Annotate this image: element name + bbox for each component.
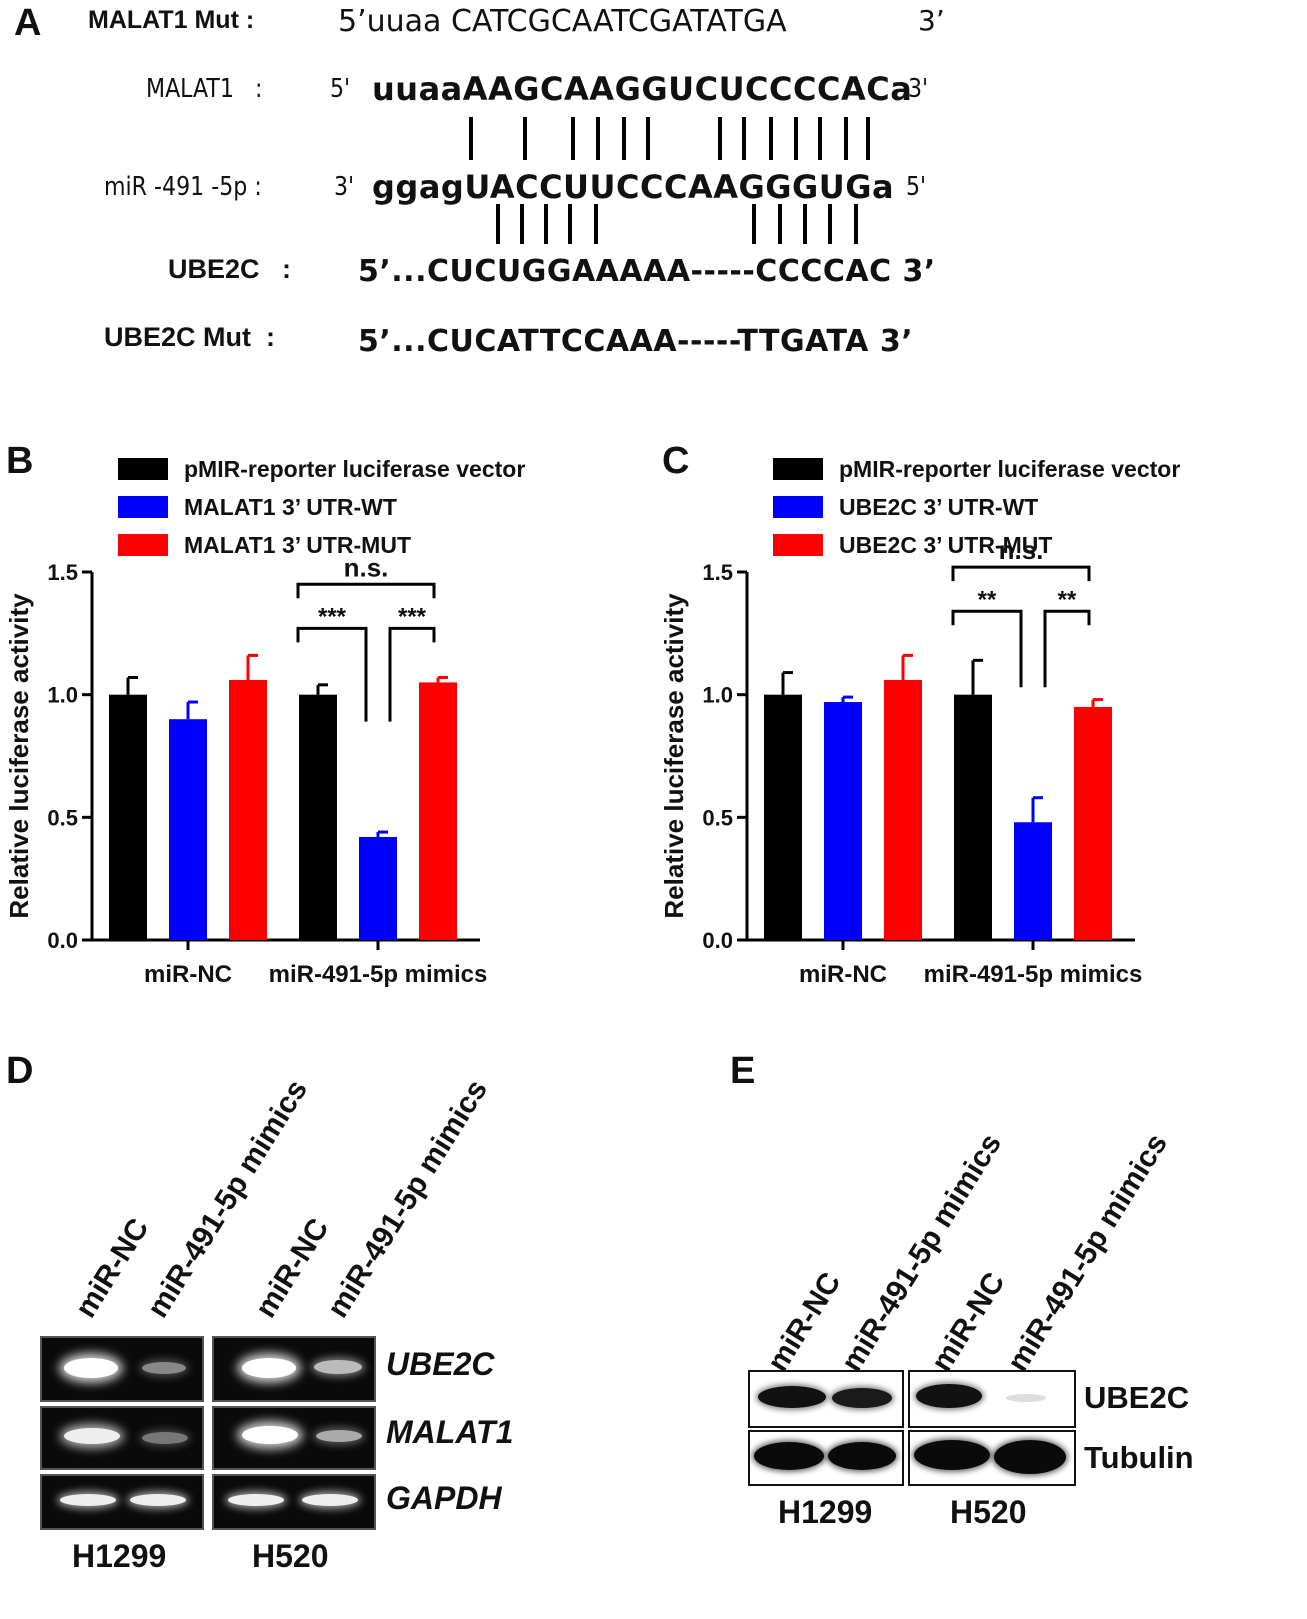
y-tick-label-1: 0.5 bbox=[47, 805, 78, 830]
x-tick-label-1: miR-491-5p mimics bbox=[269, 961, 488, 988]
chart-b: pMIR-reporter luciferase vector MALAT1 3’… bbox=[4, 456, 525, 988]
legend-swatch-0 bbox=[773, 458, 823, 480]
legend-label-2: MALAT1 3’ UTR-MUT bbox=[184, 532, 411, 558]
legend-swatch-2 bbox=[118, 534, 168, 556]
legend-label-0: pMIR-reporter luciferase vector bbox=[839, 456, 1180, 482]
mir491-label: miR -491 -5p : bbox=[104, 172, 262, 202]
malat1-mut-label: MALAT1 Mut : bbox=[88, 6, 255, 34]
legend-swatch-1 bbox=[773, 496, 823, 518]
blot-tubulin-h520 bbox=[908, 1430, 1076, 1486]
gel-malat1-h1299 bbox=[40, 1406, 204, 1470]
bar-2-1 bbox=[1074, 706, 1112, 940]
y-tick-label-2: 1.0 bbox=[47, 683, 78, 708]
cell-label-h1299-d: H1299 bbox=[72, 1538, 167, 1574]
bar-2-0 bbox=[229, 679, 267, 940]
bar-0-0 bbox=[109, 694, 147, 940]
y-tick-label-1: 0.5 bbox=[702, 805, 733, 830]
cell-label-h520-e: H520 bbox=[950, 1494, 1027, 1530]
malat1-label: MALAT1 : bbox=[146, 74, 263, 104]
malat1-mut-sequence: 5’uuaa CATCGCAATCGATATGA bbox=[338, 4, 787, 39]
annotation-1: ** bbox=[978, 586, 997, 613]
bracket-2 bbox=[388, 626, 436, 722]
lane-label-e2: miR-491-5p mimics bbox=[835, 1128, 1009, 1378]
y-tick-label-3: 1.5 bbox=[47, 560, 78, 585]
ube2c-mut-sequence: 5’...CUCATTCCAAA-----TTGATA 3’ bbox=[358, 324, 914, 359]
y-tick-label-0: 0.0 bbox=[702, 928, 733, 953]
panel-letter-d: D bbox=[6, 1050, 34, 1092]
y-tick-label-3: 1.5 bbox=[702, 560, 733, 585]
malat1-3prime: 3' bbox=[908, 74, 929, 104]
bar-1-1 bbox=[1014, 822, 1052, 940]
malat1-sequence: uuaaAAGCAAGGUCUCCCCACa bbox=[372, 70, 913, 108]
malat1-mut-end: 3’ bbox=[918, 4, 945, 37]
legend-label-0: pMIR-reporter luciferase vector bbox=[184, 456, 525, 482]
bar-1-1 bbox=[359, 836, 397, 940]
bar-0-1 bbox=[299, 694, 337, 940]
blot-ube2c-h520 bbox=[908, 1370, 1076, 1428]
pairing-lines-top bbox=[469, 117, 870, 244]
annotation-1: *** bbox=[318, 603, 347, 630]
malat1-5prime: 5' bbox=[330, 74, 351, 104]
bar-2-0 bbox=[884, 679, 922, 940]
gene-label-gapdh: GAPDH bbox=[386, 1480, 502, 1516]
mir491-sequence: ggagUACCUUCCCAAGGGUGa bbox=[372, 168, 895, 206]
chart-c: pMIR-reporter luciferase vector UBE2C 3’ … bbox=[659, 456, 1180, 988]
y-tick-label-2: 1.0 bbox=[702, 683, 733, 708]
gel-malat1-h520 bbox=[212, 1406, 376, 1470]
bracket-ns bbox=[296, 582, 436, 599]
gel-ube2c-h1299 bbox=[40, 1336, 204, 1402]
gel-gapdh-h1299 bbox=[40, 1474, 204, 1530]
gel-ube2c-h520 bbox=[212, 1336, 376, 1402]
lane-label-e4: miR-491-5p mimics bbox=[1001, 1128, 1175, 1378]
y-axis-label: Relative luciferase activity bbox=[659, 593, 689, 919]
legend-label-1: UBE2C 3’ UTR-WT bbox=[839, 494, 1038, 520]
blot-ube2c-h1299 bbox=[748, 1370, 904, 1428]
bar-0-0 bbox=[764, 694, 802, 940]
bar-1-0 bbox=[169, 719, 207, 940]
bar-2-1 bbox=[419, 682, 457, 940]
mir491-5prime: 5' bbox=[906, 172, 927, 202]
cell-label-h1299-e: H1299 bbox=[778, 1494, 873, 1530]
x-tick-label-0: miR-NC bbox=[799, 961, 887, 988]
gene-label-ube2c: UBE2C bbox=[386, 1346, 495, 1382]
gel-gapdh-h520 bbox=[212, 1474, 376, 1530]
x-tick-label-1: miR-491-5p mimics bbox=[924, 961, 1143, 988]
mir491-3prime: 3' bbox=[334, 172, 355, 202]
lane-label-e1: miR-NC bbox=[761, 1266, 848, 1378]
legend-swatch-2 bbox=[773, 534, 823, 556]
annotation-ns: n.s. bbox=[999, 535, 1044, 565]
panel-letter-e: E bbox=[730, 1050, 756, 1092]
ube2c-mut-label: UBE2C Mut : bbox=[104, 322, 275, 352]
legend-label-2: UBE2C 3’ UTR-MUT bbox=[839, 532, 1052, 558]
bar-1-0 bbox=[824, 702, 862, 940]
lane-label-d4: miR-491-5p mimics bbox=[321, 1074, 495, 1324]
y-axis-label: Relative luciferase activity bbox=[4, 593, 34, 919]
y-tick-label-0: 0.0 bbox=[47, 928, 78, 953]
bracket-ns bbox=[951, 565, 1091, 582]
bracket-2 bbox=[1043, 609, 1091, 688]
bracket-1 bbox=[296, 626, 368, 722]
lane-label-e3: miR-NC bbox=[925, 1266, 1012, 1378]
ube2c-sequence: 5’...CUCUGGAAAAA-----CCCCAC 3’ bbox=[358, 254, 936, 289]
panel-letter-b: B bbox=[6, 440, 34, 482]
ube2c-label: UBE2C : bbox=[168, 254, 292, 284]
annotation-ns: n.s. bbox=[344, 552, 389, 582]
bracket-1 bbox=[951, 609, 1023, 688]
legend-swatch-1 bbox=[118, 496, 168, 518]
cell-label-h520-d: H520 bbox=[252, 1538, 329, 1574]
legend-label-1: MALAT1 3’ UTR-WT bbox=[184, 494, 397, 520]
protein-label-tubulin: Tubulin bbox=[1084, 1440, 1194, 1475]
annotation-2: *** bbox=[398, 603, 427, 630]
protein-label-ube2c: UBE2C bbox=[1084, 1380, 1190, 1415]
bar-0-1 bbox=[954, 694, 992, 940]
blot-tubulin-h1299 bbox=[748, 1430, 904, 1486]
panel-letter-c: C bbox=[662, 440, 690, 482]
legend-swatch-0 bbox=[118, 458, 168, 480]
gene-label-malat1: MALAT1 bbox=[386, 1414, 514, 1450]
panel-letter-a: A bbox=[14, 2, 42, 44]
annotation-2: ** bbox=[1058, 586, 1077, 613]
x-tick-label-0: miR-NC bbox=[144, 961, 232, 988]
